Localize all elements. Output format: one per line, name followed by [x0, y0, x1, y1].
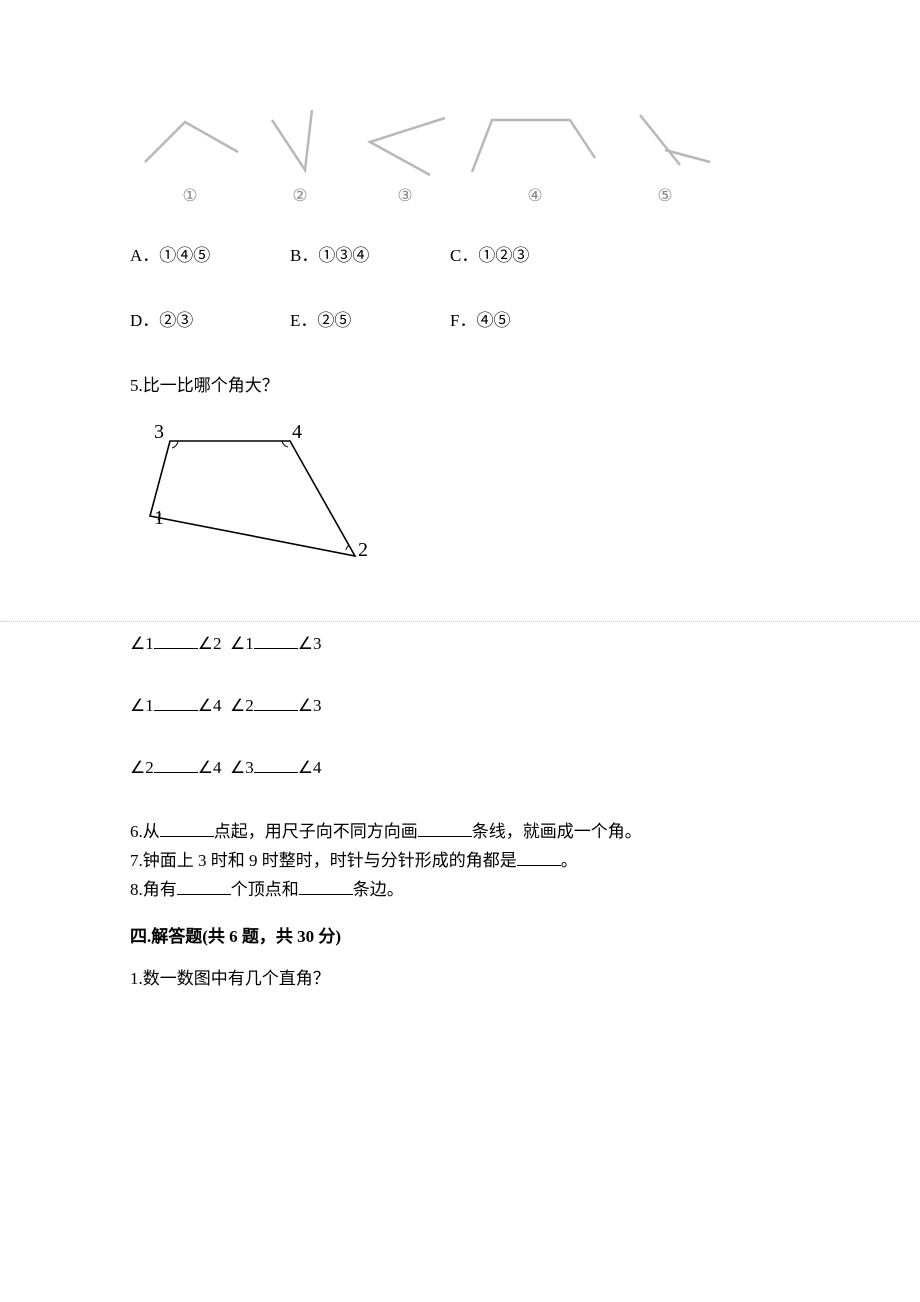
option-key: C．	[450, 246, 478, 265]
q6-suffix: 条线，就画成一个角。	[472, 822, 642, 841]
angle-label: ∠3	[298, 634, 322, 653]
option-key: F．	[450, 311, 476, 330]
angle-figure-4: ④	[460, 100, 610, 206]
angle-shape-5	[610, 100, 720, 180]
angle-figure-3: ③	[350, 100, 460, 206]
option-key: A．	[130, 246, 159, 265]
question-6: 6.从 点起，用尺子向不同方向画 条线，就画成一个角。	[130, 818, 790, 845]
option-val: ①②③	[478, 246, 529, 265]
q8-prefix: 8.角有	[130, 880, 177, 899]
options-row-2: D．②③ E．②⑤ F．④⑤	[130, 306, 790, 331]
option-key: E．	[290, 311, 317, 330]
option-val: ①④⑤	[159, 246, 210, 265]
figure-label-3: ③	[397, 186, 412, 206]
section-4-q1: 1.数一数图中有几个直角？	[130, 965, 790, 992]
question-8: 8.角有 个顶点和 条边。	[130, 876, 790, 903]
quad-label-3: 3	[154, 421, 164, 443]
figure-label-2: ②	[292, 186, 307, 206]
angle-label: ∠1	[230, 634, 254, 653]
q7-suffix: 。	[561, 851, 578, 870]
option-key: D．	[130, 311, 159, 330]
option-val: ②⑤	[317, 311, 351, 330]
angle-label: ∠3	[230, 758, 254, 777]
blank-input[interactable]	[254, 756, 298, 773]
quad-label-1: 1	[154, 507, 164, 529]
divider-line	[0, 621, 920, 622]
blank-input[interactable]	[154, 694, 198, 711]
angle-label: ∠2	[198, 634, 222, 653]
angle-label: ∠1	[130, 696, 154, 715]
blank-input[interactable]	[160, 820, 214, 837]
angle-shape-3	[350, 100, 460, 180]
angle-figure-1: ①	[130, 100, 250, 206]
figure-label-1: ①	[182, 186, 197, 206]
angle-label: ∠1	[130, 634, 154, 653]
option-a: A．①④⑤	[130, 241, 290, 266]
option-f: F．④⑤	[450, 306, 610, 331]
option-e: E．②⑤	[290, 306, 450, 331]
quadrilateral-figure: 3 4 1 2	[130, 416, 380, 576]
angle-figure-5: ⑤	[610, 100, 720, 206]
compare-row-3: ∠2 ∠4 ∠3 ∠4	[130, 756, 790, 778]
angle-label: ∠2	[130, 758, 154, 777]
q6-prefix: 6.从	[130, 822, 160, 841]
option-val: ④⑤	[476, 311, 510, 330]
angle-figure-2: ②	[250, 100, 350, 206]
option-c: C．①②③	[450, 241, 610, 266]
quad-label-4: 4	[292, 421, 302, 443]
angle-label: ∠3	[298, 696, 322, 715]
angle-label: ∠4	[198, 696, 222, 715]
question-5-text: 5.比一比哪个角大？	[130, 371, 790, 396]
angle-shape-2	[250, 100, 350, 180]
blank-input[interactable]	[177, 878, 231, 895]
q6-mid: 点起，用尺子向不同方向画	[214, 822, 418, 841]
option-b: B．①③④	[290, 241, 450, 266]
angle-label: ∠4	[198, 758, 222, 777]
blank-input[interactable]	[254, 694, 298, 711]
blank-input[interactable]	[254, 632, 298, 649]
q8-suffix: 条边。	[353, 880, 404, 899]
figure-label-4: ④	[527, 186, 542, 206]
blank-input[interactable]	[299, 878, 353, 895]
option-key: B．	[290, 246, 318, 265]
blank-input[interactable]	[517, 849, 561, 866]
option-val: ②③	[159, 311, 193, 330]
angle-label: ∠4	[298, 758, 322, 777]
q7-prefix: 7.钟面上 3 时和 9 时整时，时针与分针形成的角都是	[130, 851, 517, 870]
options-row-1: A．①④⑤ B．①③④ C．①②③	[130, 241, 790, 266]
blank-input[interactable]	[154, 632, 198, 649]
blank-input[interactable]	[154, 756, 198, 773]
compare-row-2: ∠1 ∠4 ∠2 ∠3	[130, 694, 790, 716]
question-7: 7.钟面上 3 时和 9 时整时，时针与分针形成的角都是 。	[130, 847, 790, 874]
figure-label-5: ⑤	[657, 186, 672, 206]
compare-row-1: ∠1 ∠2 ∠1 ∠3	[130, 632, 790, 654]
angle-figures-row: ① ② ③ ④ ⑤	[130, 100, 790, 206]
quad-label-2: 2	[358, 539, 368, 561]
option-d: D．②③	[130, 306, 290, 331]
angle-shape-1	[130, 100, 250, 180]
angle-label: ∠2	[230, 696, 254, 715]
option-val: ①③④	[318, 246, 369, 265]
q8-mid: 个顶点和	[231, 880, 299, 899]
blank-input[interactable]	[418, 820, 472, 837]
section-4-header: 四.解答题(共 6 题，共 30 分)	[130, 922, 790, 947]
angle-shape-4	[460, 100, 610, 180]
